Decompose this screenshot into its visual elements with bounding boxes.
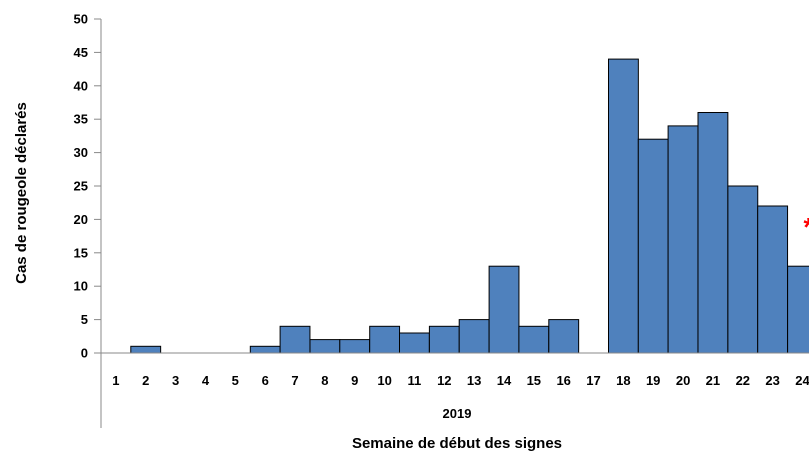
x-axis-year-label: 2019 (443, 406, 472, 421)
bar-week-23 (757, 205, 789, 354)
bar-week-6 (249, 345, 281, 354)
bar-week-9 (339, 339, 371, 354)
bar-week-19 (637, 138, 669, 354)
bar-week-14 (488, 265, 520, 354)
x-tick-label: 11 (408, 373, 422, 388)
x-tick-label: 15 (527, 373, 541, 388)
x-axis-title: Semaine de début des signes (352, 435, 562, 452)
x-tick-label: 14 (497, 373, 512, 388)
bar-week-15 (518, 325, 550, 354)
x-tick-label: 9 (351, 373, 358, 388)
bar-week-8 (309, 339, 341, 354)
x-tick-label: 24 (795, 373, 809, 388)
y-tick-label: 20 (74, 212, 88, 227)
x-tick-label: 8 (321, 373, 328, 388)
x-tick-label: 21 (706, 373, 720, 388)
x-tick-label: 23 (765, 373, 779, 388)
x-tick-label: 18 (616, 373, 630, 388)
x-tick-label: 13 (467, 373, 481, 388)
y-tick-label: 0 (81, 346, 88, 361)
bar-week-21 (697, 112, 729, 354)
x-tick-label: 2 (142, 373, 149, 388)
bar-week-22 (727, 185, 759, 354)
y-axis-ticks: 0 5 10 15 20 25 30 35 40 45 50 (74, 12, 101, 361)
x-tick-label: 12 (437, 373, 451, 388)
x-tick-label: 7 (291, 373, 298, 388)
y-tick-label: 25 (74, 179, 88, 194)
y-tick-label: 30 (74, 145, 88, 160)
bar-week-18 (608, 58, 639, 354)
x-axis-ticks: 1 2 3 4 5 6 7 8 9 10 11 12 13 14 15 16 17 18 19 20 21 22 23 24 (112, 373, 809, 388)
x-tick-label: 22 (736, 373, 750, 388)
y-tick-label: 40 (74, 78, 88, 93)
x-tick-label: 19 (646, 373, 660, 388)
bar-week-7 (279, 325, 311, 354)
bars (130, 58, 809, 354)
bar-week-10 (369, 325, 401, 354)
bar-week-12 (428, 325, 460, 354)
x-tick-label: 3 (172, 373, 179, 388)
y-tick-label: 50 (74, 12, 88, 27)
y-tick-label: 5 (81, 312, 88, 327)
y-axis-title: Cas de rougeole déclarés (13, 102, 30, 284)
y-tick-label: 15 (74, 245, 88, 260)
bar-week-16 (548, 319, 580, 354)
annotation-asterisk: * (803, 212, 809, 242)
bar-week-13 (458, 319, 490, 354)
x-tick-label: 20 (676, 373, 690, 388)
y-tick-label: 35 (74, 112, 88, 127)
x-tick-label: 6 (262, 373, 269, 388)
y-tick-label: 45 (74, 45, 88, 60)
x-tick-label: 1 (112, 373, 119, 388)
x-tick-label: 4 (202, 373, 210, 388)
x-tick-label: 5 (232, 373, 239, 388)
x-tick-label: 17 (586, 373, 600, 388)
x-tick-label: 16 (556, 373, 570, 388)
x-tick-label: 10 (377, 373, 391, 388)
y-tick-label: 10 (74, 279, 88, 294)
bar-week-20 (667, 125, 699, 354)
bar-week-24 (787, 265, 809, 354)
bar-week-11 (399, 332, 430, 354)
bar-week-2 (130, 345, 162, 354)
